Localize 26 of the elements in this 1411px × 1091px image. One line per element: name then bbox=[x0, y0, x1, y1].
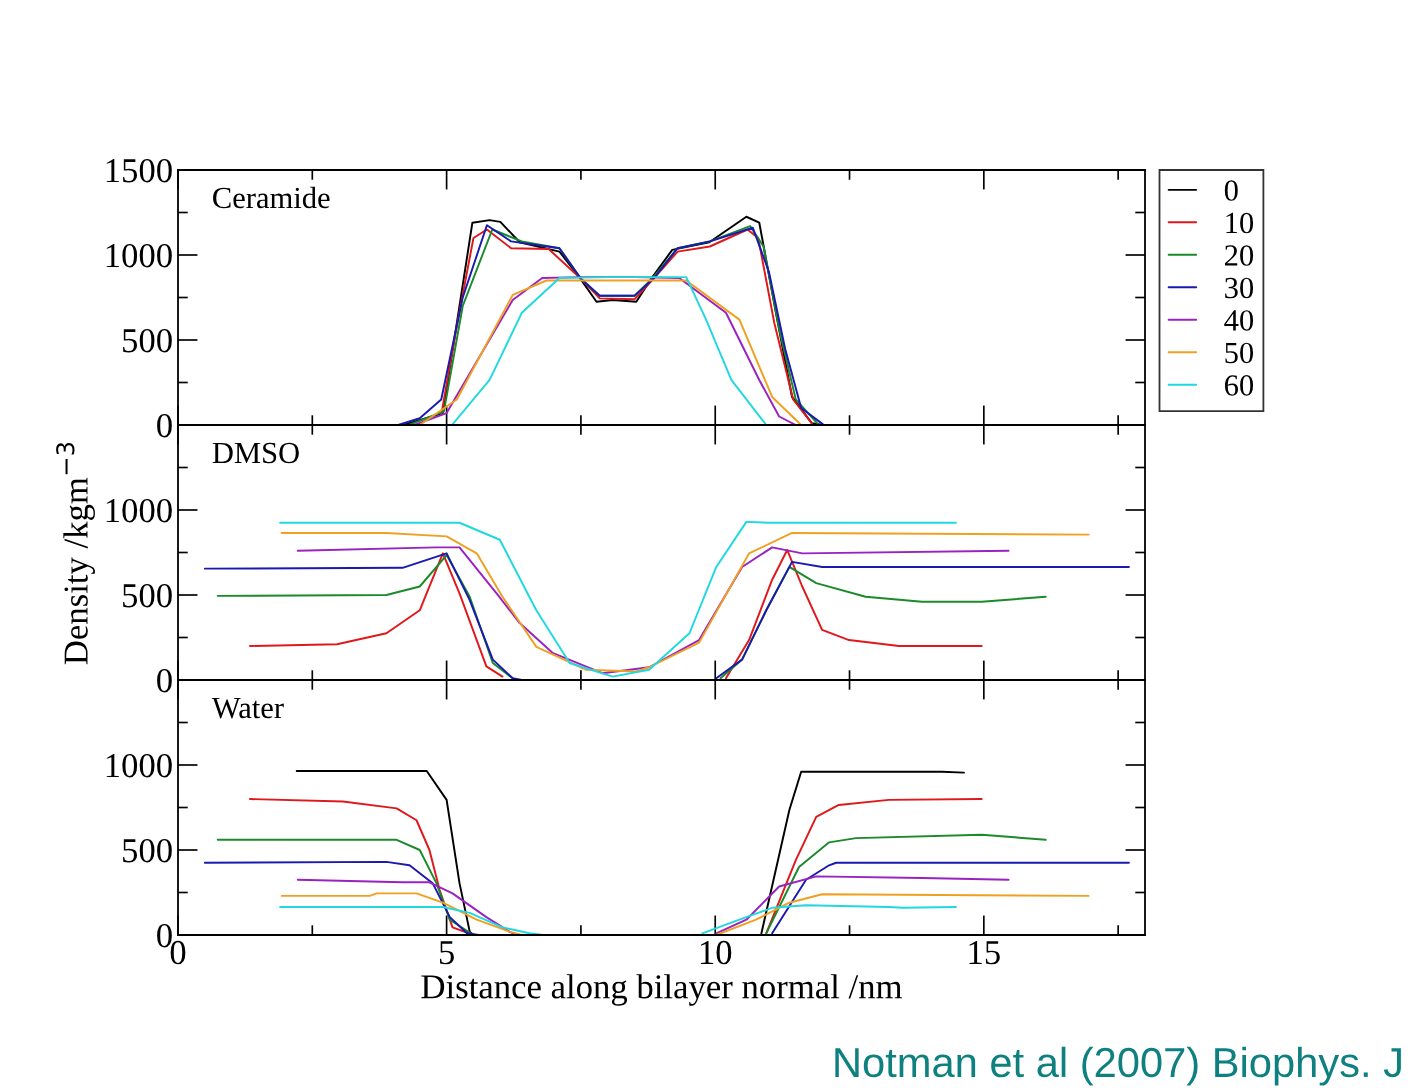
x-axis-title: Distance along bilayer normal /nm bbox=[421, 974, 903, 1006]
legend-label: 0 bbox=[1224, 180, 1238, 201]
y-tick-label: 500 bbox=[123, 583, 172, 608]
y-tick-label: 1000 bbox=[106, 243, 172, 268]
text: Notman et al (2007) Biophys. J bbox=[835, 1046, 1401, 1086]
chart-title: DMSO bbox=[212, 442, 299, 464]
y-tick-label: 0 bbox=[157, 923, 172, 948]
y-tick-label: 1000 bbox=[106, 498, 172, 523]
x-tick-label: 5 bbox=[439, 941, 454, 965]
y-tick-label: 500 bbox=[123, 838, 172, 863]
y-axis-title: Density /kgm$^{−3}$ bbox=[56, 442, 95, 665]
legend-label: 20 bbox=[1225, 245, 1254, 266]
chart-title: Ceramide bbox=[213, 186, 330, 209]
legend-label: 10 bbox=[1226, 212, 1254, 234]
y-tick-label: 0 bbox=[157, 413, 172, 438]
x-tick-label: 15 bbox=[969, 941, 1000, 965]
legend-label: 40 bbox=[1224, 310, 1254, 331]
y-tick-label: 1000 bbox=[106, 753, 172, 778]
chart-title: Water bbox=[211, 697, 284, 719]
legend-label: 50 bbox=[1225, 342, 1254, 364]
y-tick-label: 500 bbox=[123, 328, 172, 353]
legend-label: 60 bbox=[1224, 375, 1254, 396]
y-tick-label: 1500 bbox=[106, 158, 172, 183]
y-tick-label: 0 bbox=[157, 668, 172, 693]
x-tick-label: 10 bbox=[700, 940, 732, 965]
legend-label: 30 bbox=[1225, 277, 1254, 299]
